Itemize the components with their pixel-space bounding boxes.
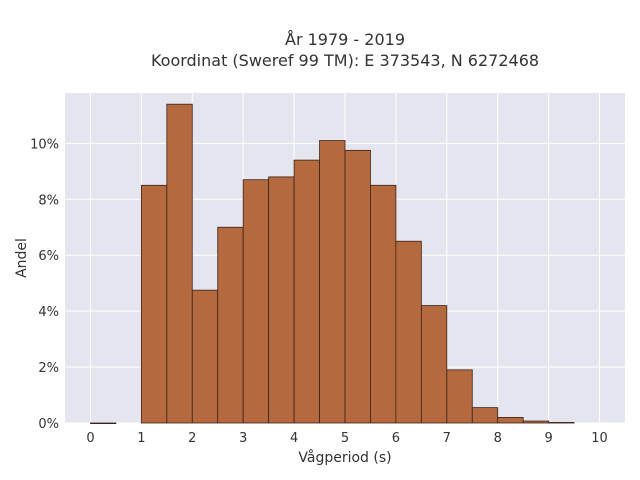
y-tick-label: 4% [38, 305, 59, 320]
histogram-bar [242, 179, 270, 424]
histogram-bar [217, 226, 244, 424]
chart-subtitle: Koordinat (Sweref 99 TM): E 373543, N 62… [151, 51, 539, 70]
histogram-bar [140, 184, 168, 424]
x-tick-label: 7 [443, 431, 451, 446]
histogram-bar [497, 417, 524, 424]
y-tick-label: 2% [38, 361, 59, 376]
x-tick-labels: 0 1 2 3 4 5 6 7 8 9 10 [86, 431, 608, 446]
x-tick-label: 8 [494, 431, 502, 446]
x-tick-label: 0 [86, 431, 94, 446]
x-tick-label: 3 [239, 431, 247, 446]
x-tick-label: 9 [544, 431, 552, 446]
histogram-bar [395, 240, 422, 424]
x-axis-title: Vågperiod (s) [298, 449, 391, 466]
y-tick-label: 6% [38, 249, 59, 264]
histogram-bar [191, 289, 219, 424]
x-tick-label: 10 [591, 431, 608, 446]
y-tick-label: 8% [38, 193, 59, 208]
histogram-bar [370, 184, 397, 424]
histogram-bar [319, 140, 346, 424]
y-tick-labels: 0% 2% 4% 6% 8% 10% [30, 137, 59, 432]
histogram-bar [268, 176, 295, 424]
x-tick-label: 4 [290, 431, 298, 446]
x-tick-label: 1 [137, 431, 145, 446]
x-tick-label: 6 [392, 431, 400, 446]
histogram-bar [166, 103, 193, 424]
histogram-bar [344, 149, 371, 424]
histogram-bar [471, 407, 499, 424]
histogram-bar [90, 422, 117, 425]
x-tick-label: 2 [188, 431, 196, 446]
y-axis-title: Andel [14, 238, 30, 278]
histogram-bar [420, 305, 448, 424]
histogram-bar [293, 159, 320, 424]
y-tick-label: 0% [38, 417, 59, 432]
y-tick-label: 10% [30, 137, 59, 152]
histogram-bar [446, 369, 473, 424]
bars [90, 103, 575, 425]
chart-title: År 1979 - 2019 [285, 30, 405, 49]
x-tick-label: 5 [341, 431, 349, 446]
histogram-bar [522, 420, 550, 424]
histogram-bar [548, 422, 575, 424]
